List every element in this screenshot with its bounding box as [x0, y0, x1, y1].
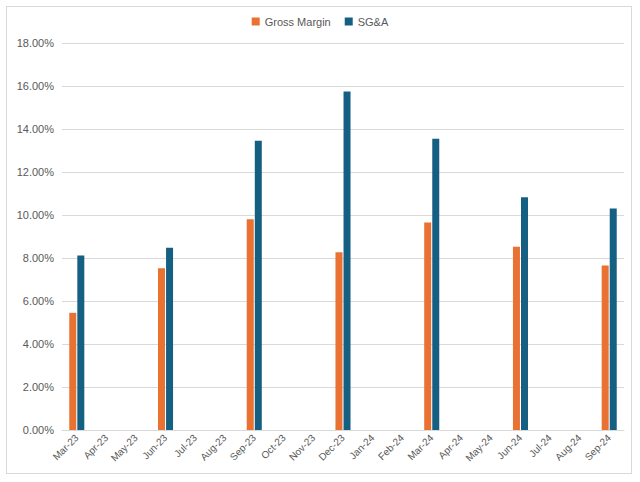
svg-text:12.00%: 12.00% — [17, 166, 55, 178]
svg-text:May-23: May-23 — [109, 432, 141, 464]
svg-text:Apr-23: Apr-23 — [81, 432, 110, 461]
svg-text:Jul-24: Jul-24 — [527, 432, 554, 459]
svg-text:Aug-23: Aug-23 — [198, 432, 229, 463]
svg-text:4.00%: 4.00% — [23, 338, 54, 350]
svg-text:Mar-23: Mar-23 — [51, 432, 81, 462]
svg-text:Jan-24: Jan-24 — [347, 432, 377, 462]
svg-text:2.00%: 2.00% — [23, 381, 54, 393]
svg-text:6.00%: 6.00% — [23, 295, 54, 307]
svg-text:Sep-23: Sep-23 — [228, 432, 259, 463]
svg-text:Jun-24: Jun-24 — [495, 432, 525, 462]
svg-text:Oct-23: Oct-23 — [259, 432, 288, 461]
svg-text:Feb-24: Feb-24 — [376, 432, 406, 462]
svg-text:Jul-23: Jul-23 — [172, 432, 199, 459]
svg-text:0.00%: 0.00% — [23, 424, 54, 436]
svg-text:May-24: May-24 — [463, 432, 495, 464]
svg-text:14.00%: 14.00% — [17, 123, 55, 135]
svg-text:Apr-24: Apr-24 — [436, 432, 465, 461]
svg-text:Gross Margin: Gross Margin — [265, 16, 331, 28]
svg-text:10.00%: 10.00% — [17, 209, 55, 221]
svg-text:Dec-23: Dec-23 — [316, 432, 347, 463]
svg-text:16.00%: 16.00% — [17, 80, 55, 92]
svg-text:Nov-23: Nov-23 — [287, 432, 318, 463]
svg-text:SG&A: SG&A — [358, 16, 389, 28]
svg-text:18.00%: 18.00% — [17, 37, 55, 49]
svg-text:Mar-24: Mar-24 — [405, 432, 435, 462]
svg-text:8.00%: 8.00% — [23, 252, 54, 264]
svg-text:Sep-24: Sep-24 — [583, 432, 614, 463]
svg-text:Jun-23: Jun-23 — [140, 432, 170, 462]
svg-text:Aug-24: Aug-24 — [553, 432, 584, 463]
